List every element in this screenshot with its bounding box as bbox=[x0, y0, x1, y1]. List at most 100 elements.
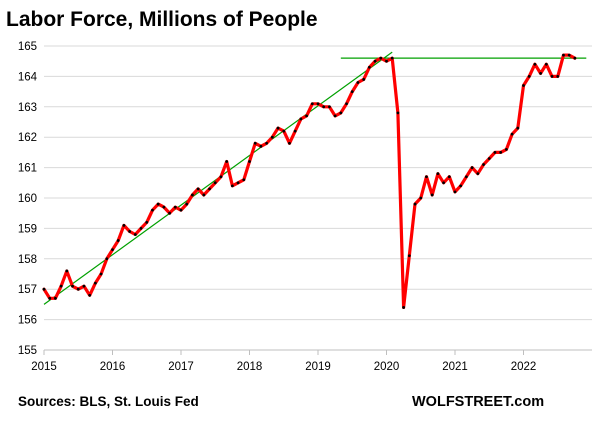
data-point bbox=[230, 184, 234, 188]
data-point bbox=[385, 59, 388, 63]
data-point bbox=[305, 114, 308, 118]
data-point bbox=[128, 230, 132, 233]
data-point bbox=[122, 223, 126, 227]
x-tick-label: 2019 bbox=[305, 361, 331, 373]
data-point bbox=[196, 187, 200, 191]
data-point bbox=[82, 284, 86, 288]
data-point bbox=[288, 141, 291, 145]
data-point bbox=[345, 102, 348, 106]
data-point bbox=[139, 227, 143, 230]
data-point bbox=[499, 151, 503, 154]
data-point bbox=[493, 151, 497, 154]
data-point bbox=[482, 163, 485, 166]
data-point bbox=[282, 129, 286, 133]
data-point bbox=[88, 293, 92, 297]
data-point bbox=[151, 208, 154, 212]
data-point bbox=[179, 208, 183, 212]
y-tick-label: 157 bbox=[18, 284, 37, 296]
data-point bbox=[339, 111, 343, 115]
data-point bbox=[225, 160, 229, 163]
y-tick-label: 162 bbox=[18, 132, 37, 144]
data-point bbox=[185, 202, 189, 206]
data-point bbox=[436, 172, 440, 176]
data-point bbox=[556, 75, 560, 78]
data-point bbox=[202, 193, 206, 197]
data-point bbox=[71, 284, 74, 288]
data-point bbox=[162, 205, 166, 209]
data-point bbox=[407, 254, 411, 258]
data-point bbox=[539, 71, 543, 75]
data-point bbox=[65, 269, 69, 273]
x-tick-label: 2016 bbox=[100, 361, 126, 373]
data-point bbox=[265, 141, 269, 145]
x-axis-ticks: 2015 2016 2017 2018 2019 2020 2021 2022 bbox=[31, 350, 536, 373]
data-point bbox=[350, 90, 354, 93]
data-point bbox=[219, 175, 223, 179]
data-point bbox=[242, 178, 246, 182]
data-point bbox=[527, 75, 531, 78]
data-point bbox=[544, 62, 548, 66]
data-point bbox=[59, 284, 63, 288]
data-point bbox=[93, 281, 97, 285]
chart-title: Labor Force, Millions of People bbox=[6, 8, 318, 31]
data-point bbox=[533, 62, 537, 66]
series-labor-force bbox=[42, 53, 577, 309]
data-point bbox=[253, 141, 257, 145]
data-point bbox=[567, 53, 571, 57]
data-point bbox=[168, 211, 171, 215]
data-point bbox=[248, 160, 251, 163]
data-point bbox=[373, 59, 377, 63]
data-point bbox=[322, 105, 326, 109]
x-tick-label: 2017 bbox=[168, 361, 194, 373]
data-point bbox=[333, 114, 337, 118]
data-point bbox=[402, 306, 406, 309]
y-tick-label: 164 bbox=[18, 71, 38, 83]
data-point bbox=[116, 239, 120, 242]
data-point bbox=[390, 56, 394, 60]
data-point bbox=[487, 157, 491, 160]
data-point bbox=[522, 84, 525, 87]
data-point bbox=[208, 187, 211, 191]
y-tick-label: 159 bbox=[18, 223, 37, 235]
data-point bbox=[54, 296, 57, 300]
data-point bbox=[299, 117, 303, 121]
data-point bbox=[356, 81, 360, 84]
data-point bbox=[76, 287, 80, 291]
data-point bbox=[504, 147, 508, 151]
y-tick-label: 156 bbox=[18, 315, 37, 327]
y-tick-label: 161 bbox=[18, 163, 37, 175]
data-point bbox=[379, 56, 383, 60]
data-point bbox=[447, 175, 451, 179]
data-point bbox=[419, 196, 423, 200]
data-point bbox=[133, 233, 137, 236]
data-point bbox=[562, 53, 565, 57]
data-point bbox=[111, 248, 114, 252]
x-tick-label: 2018 bbox=[237, 361, 263, 373]
data-point bbox=[276, 126, 280, 130]
source-note: Sources: BLS, St. Louis Fed bbox=[18, 394, 199, 409]
data-point bbox=[470, 166, 474, 170]
data-point bbox=[42, 287, 46, 291]
data-point bbox=[413, 202, 417, 206]
data-point bbox=[213, 181, 217, 185]
data-point bbox=[293, 129, 297, 133]
data-point bbox=[425, 175, 428, 179]
data-point bbox=[442, 181, 445, 185]
data-point bbox=[156, 202, 160, 206]
data-point bbox=[367, 65, 371, 69]
data-point bbox=[173, 205, 177, 209]
data-point bbox=[310, 102, 314, 106]
x-tick-label: 2015 bbox=[31, 361, 57, 373]
gridlines bbox=[44, 45, 592, 351]
y-tick-label: 155 bbox=[18, 345, 37, 357]
y-tick-label: 158 bbox=[18, 254, 37, 266]
data-point bbox=[459, 184, 463, 188]
y-tick-label: 160 bbox=[18, 193, 37, 205]
y-tick-label: 163 bbox=[18, 102, 37, 114]
series-line bbox=[42, 53, 577, 309]
data-point bbox=[316, 102, 320, 106]
brand-label: WOLFSTREET.com bbox=[412, 394, 544, 410]
data-point bbox=[453, 190, 457, 194]
data-point bbox=[236, 181, 240, 185]
